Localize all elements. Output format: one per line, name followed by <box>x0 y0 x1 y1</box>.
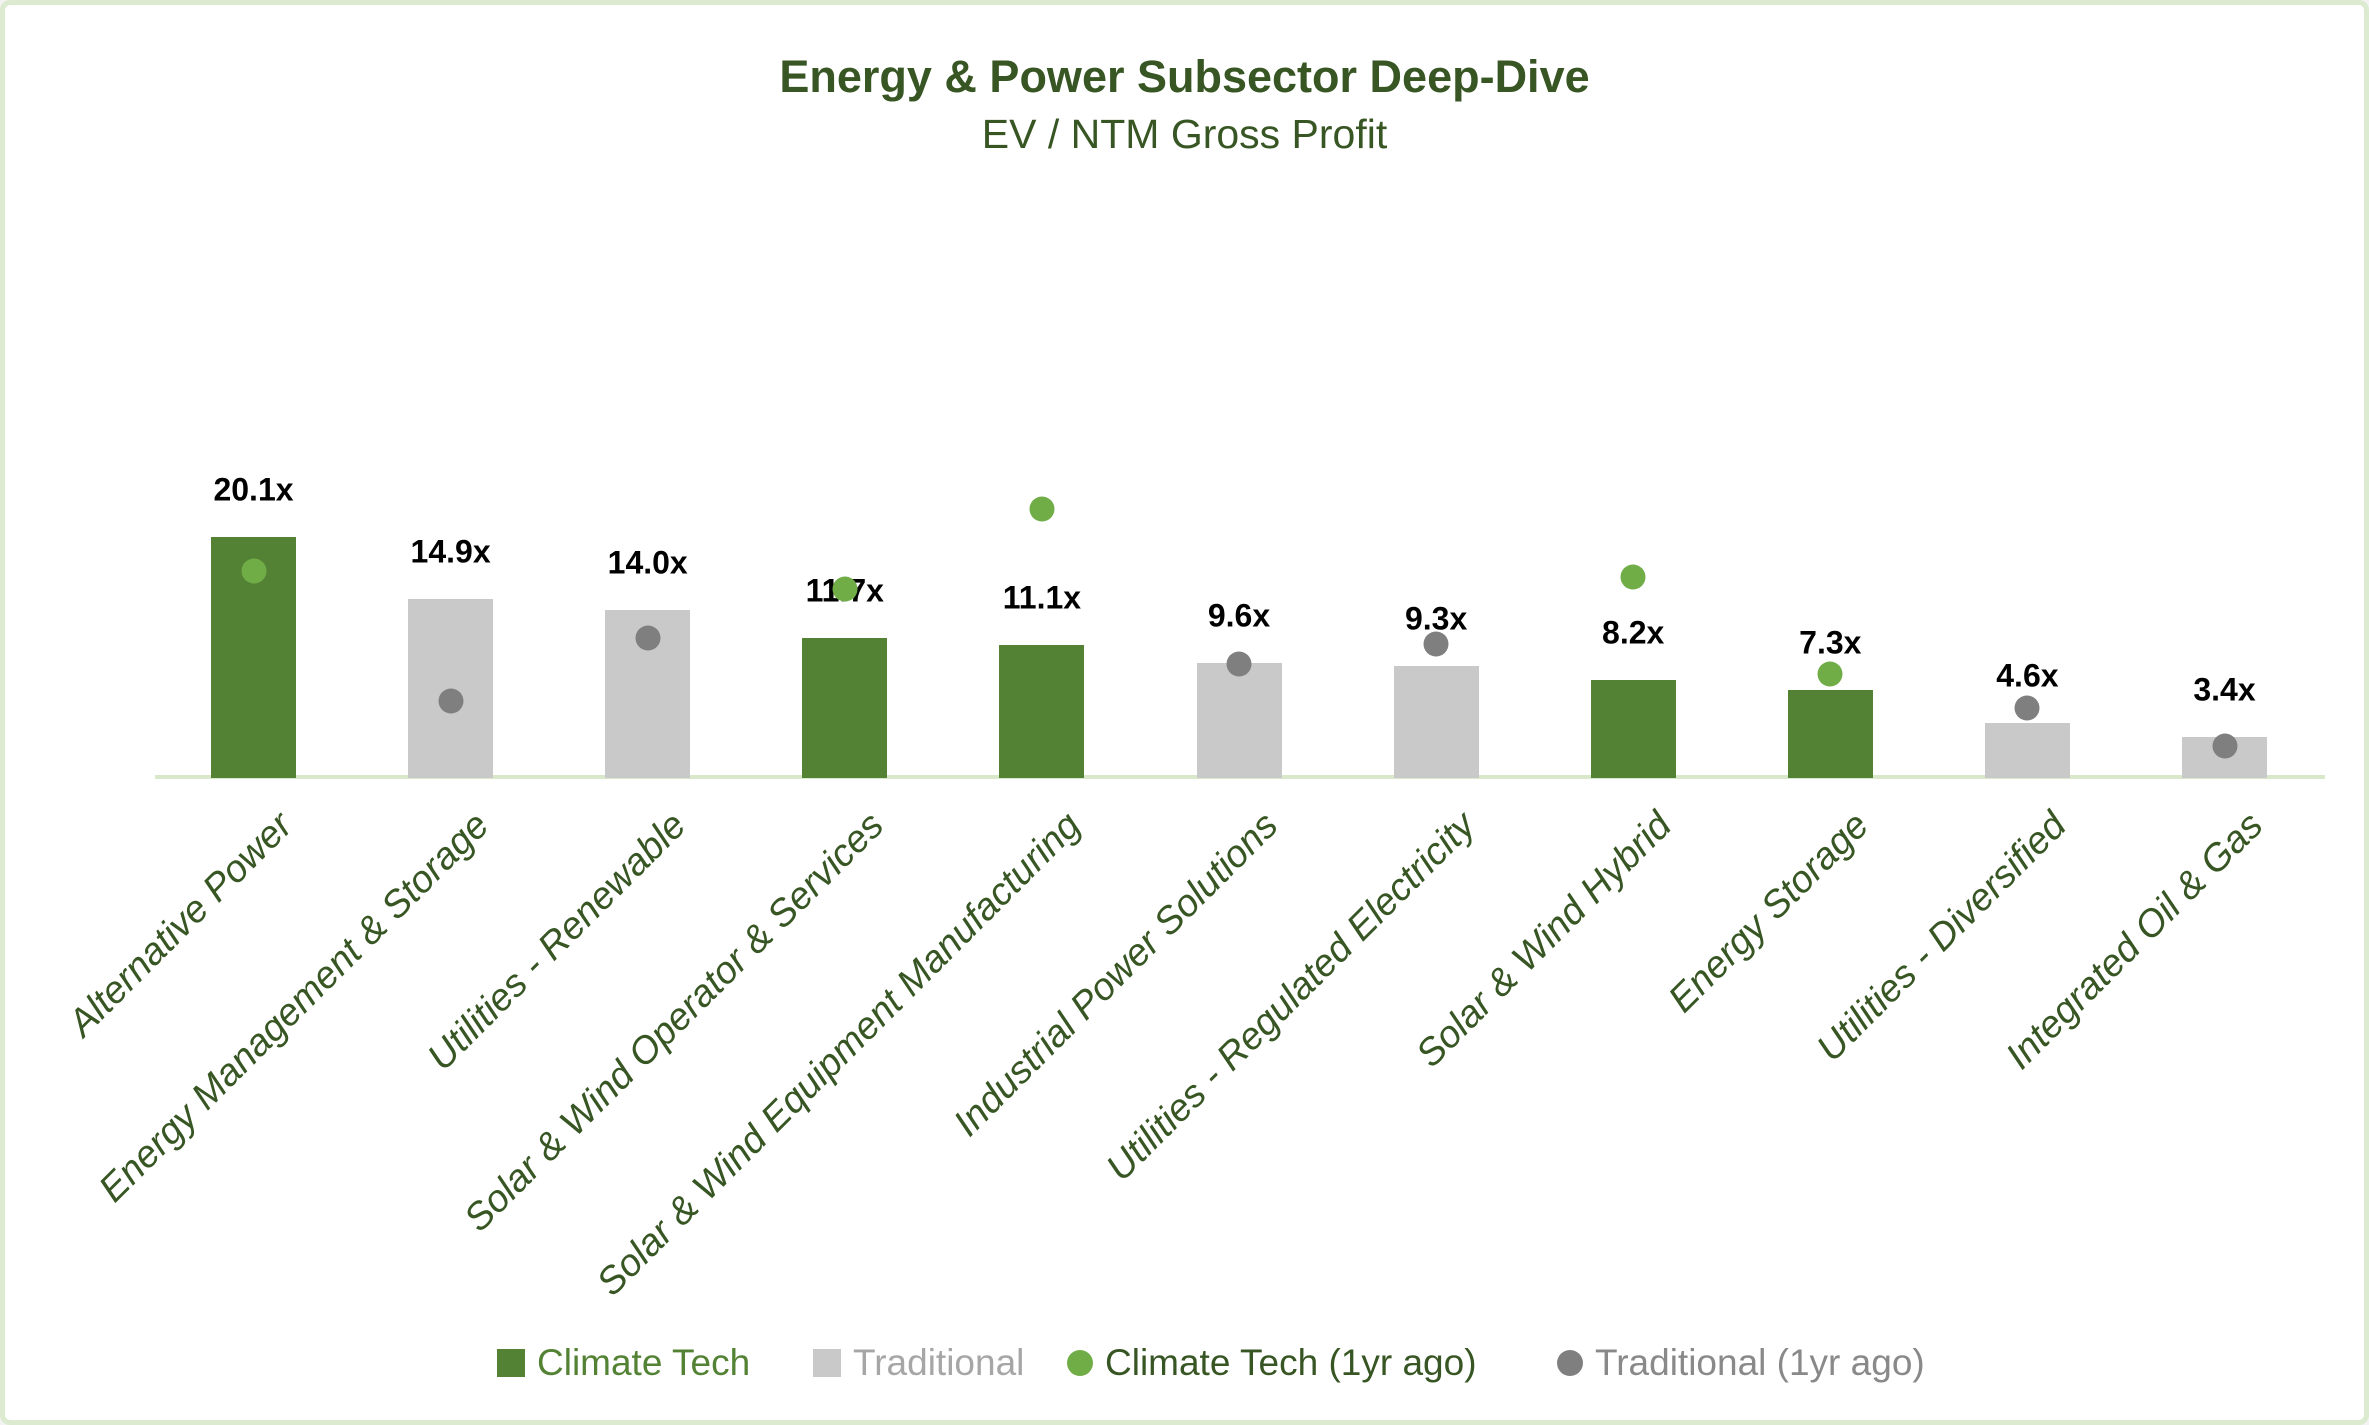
data-label: 9.6x <box>1207 597 1271 634</box>
chart-subtitle: EV / NTM Gross Profit <box>981 111 1388 157</box>
legend-marker-square-icon <box>497 1349 525 1377</box>
data-label: 9.3x <box>1404 600 1468 637</box>
legend-marker-square-icon <box>813 1349 841 1377</box>
legend-item-climate-tech-1yr-ago: Climate Tech (1yr ago) <box>1067 1341 1477 1385</box>
dot-climate-tech-1yr-ago <box>241 558 266 584</box>
data-label: 3.4x <box>2193 671 2256 708</box>
legend-item-traditional: Traditional <box>813 1341 1024 1385</box>
legend-item-climate-tech: Climate Tech <box>497 1341 750 1385</box>
bar-traditional <box>1196 662 1282 778</box>
legend-label: Traditional (1yr ago) <box>1595 1342 1925 1383</box>
legend-label: Traditional <box>853 1342 1025 1383</box>
data-label: 4.6x <box>1996 657 2059 694</box>
legend-marker-circle-icon <box>1557 1350 1583 1376</box>
dot-traditional-1yr-ago <box>1226 651 1252 677</box>
legend-label: Climate Tech <box>537 1342 751 1383</box>
data-label: 8.2x <box>1602 614 1665 651</box>
dot-traditional-1yr-ago <box>2014 695 2040 721</box>
legend-marker-circle-icon <box>1067 1350 1093 1376</box>
chart-title: Energy & Power Subsector Deep-Dive <box>779 51 1590 102</box>
data-label: 14.9x <box>410 533 491 570</box>
dot-traditional-1yr-ago <box>635 625 661 651</box>
dot-climate-tech-1yr-ago <box>1817 661 1843 687</box>
bar-climate-tech <box>1787 690 1873 778</box>
bar-traditional <box>408 599 494 778</box>
bar-climate-tech <box>999 644 1085 778</box>
data-label: 14.0x <box>607 544 688 581</box>
plot-area: 20.1x Alternative Power 14.9x Energy Manage… <box>5 5 2364 1420</box>
legend-item-traditional-1yr-ago: Traditional (1yr ago) <box>1557 1341 1925 1385</box>
bar-climate-tech <box>802 637 888 778</box>
dot-traditional-1yr-ago <box>2212 733 2237 759</box>
bar-traditional <box>1393 666 1479 778</box>
dot-climate-tech-1yr-ago <box>1620 564 1646 590</box>
legend-label: Climate Tech (1yr ago) <box>1105 1342 1477 1383</box>
dot-traditional-1yr-ago <box>438 688 464 714</box>
legend: Climate Tech Traditional Climate Tech (1yr… <box>5 5 2364 1420</box>
bar-traditional <box>1984 722 2070 778</box>
dot-climate-tech-1yr-ago <box>832 576 858 602</box>
dot-traditional-1yr-ago <box>1423 631 1449 657</box>
data-label: 11.1x <box>1002 579 1082 616</box>
bar-climate-tech <box>1590 679 1676 778</box>
data-label: 7.3x <box>1799 624 1862 661</box>
data-label: 20.1x <box>213 471 294 508</box>
dot-climate-tech-1yr-ago <box>1029 496 1055 522</box>
